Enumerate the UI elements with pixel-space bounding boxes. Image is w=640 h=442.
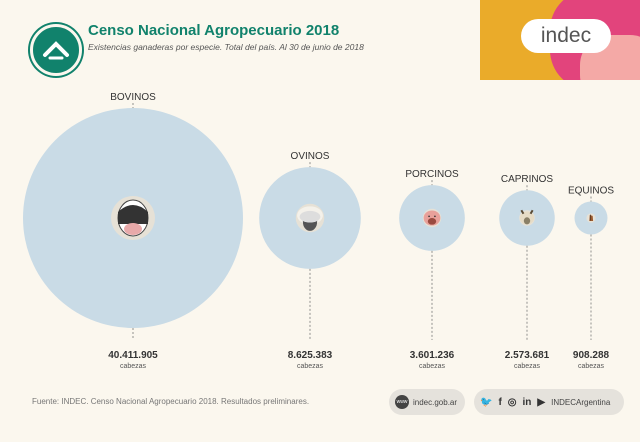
value-label: 40.411.905 [108, 350, 158, 361]
social-links: 🐦 f ◎ in ▶ INDECArgentina [474, 389, 624, 415]
cow-icon [117, 199, 149, 237]
source-note: Fuente: INDEC. Censo Nacional Agropecuar… [32, 397, 310, 406]
category-label: OVINOS [291, 151, 330, 162]
value-label: 2.573.681 [505, 350, 550, 361]
facebook-icon[interactable]: f [498, 396, 502, 408]
value-label: 3.601.236 [410, 350, 455, 361]
census-house-icon [43, 41, 69, 60]
linkedin-icon[interactable]: in [522, 396, 532, 408]
unit-label: cabezas [120, 363, 147, 370]
value-label: 8.625.383 [288, 350, 333, 361]
twitter-icon[interactable]: 🐦 [480, 396, 493, 408]
page-subtitle: Existencias ganaderas por especie. Total… [88, 42, 364, 52]
pig-icon [423, 210, 441, 226]
category-label: BOVINOS [110, 92, 156, 103]
horse-icon [587, 214, 595, 222]
bubble-chart: BOVINOS 40.411.905 cabezas OVINOS 8.625.383 c… [23, 92, 614, 370]
category-label: CAPRINOS [501, 174, 554, 185]
youtube-icon[interactable]: ▶ [537, 396, 546, 408]
unit-label: cabezas [578, 363, 605, 370]
sheep-icon [297, 206, 323, 231]
website-link[interactable]: www indec.gob.ar [389, 389, 465, 415]
category-label: EQUINOS [568, 186, 614, 197]
unit-label: cabezas [419, 363, 446, 370]
indec-logo-emblem [30, 24, 82, 76]
goat-icon [519, 209, 535, 225]
instagram-icon[interactable]: ◎ [507, 396, 517, 408]
unit-label: cabezas [297, 363, 324, 370]
globe-icon: www [395, 395, 409, 409]
social-handle[interactable]: INDECArgentina [551, 397, 611, 407]
indec-brand-logo[interactable]: indec [521, 19, 611, 53]
category-label: PORCINOS [405, 169, 459, 180]
value-label: 908.288 [573, 350, 610, 361]
website-label: indec.gob.ar [413, 397, 458, 407]
unit-label: cabezas [514, 363, 541, 370]
page-title: Censo Nacional Agropecuario 2018 [88, 22, 340, 39]
